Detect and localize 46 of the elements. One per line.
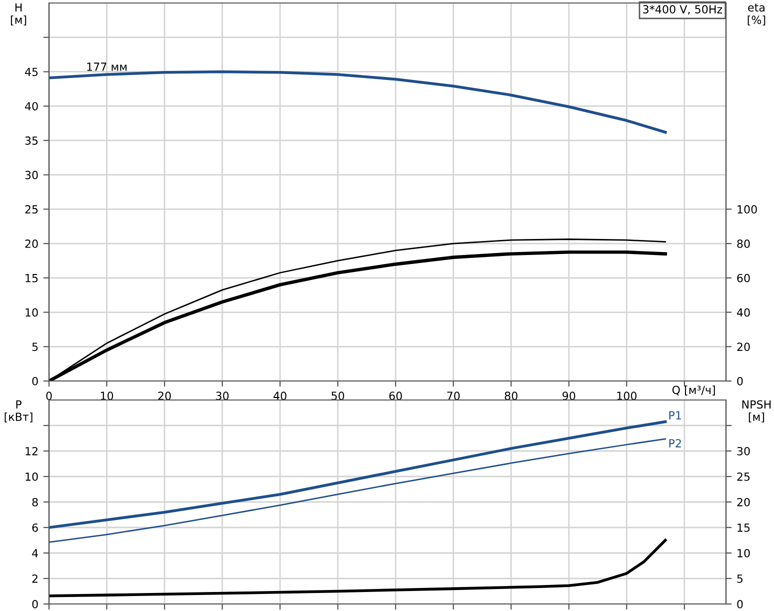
y-tick-label: 12 [26, 446, 38, 456]
y2-tick-label: 5 [737, 574, 743, 583]
y2-tick-label: 15 [738, 524, 750, 532]
y2-tick-label: 10 [738, 548, 750, 558]
y-tick-label: 0 [32, 600, 38, 608]
annotation: 3*400 V, 50Hz [643, 5, 722, 15]
x-tick-label: 40 [274, 392, 286, 400]
y-tick-label: 5 [32, 342, 38, 352]
y2-tick-label: 0 [737, 600, 743, 608]
x-axis-title: Q [м³/ч] [672, 386, 715, 396]
line-series [49, 70, 667, 134]
y-tick-label: 45 [24, 68, 38, 76]
y-tick-label: 10 [26, 308, 38, 317]
y-tick-label: 40 [24, 102, 38, 110]
y-tick-label: 2 [32, 574, 38, 583]
line-series [49, 420, 667, 529]
y-tick-label: 0 [32, 376, 38, 386]
line-series [49, 438, 666, 543]
y2-axis-title: NPSH [м] [742, 400, 771, 422]
y-tick-label: 4 [32, 549, 38, 558]
x-tick-label: 0 [46, 392, 52, 400]
y2-tick-label: 100 [738, 205, 757, 214]
y-tick-label: 15 [26, 274, 38, 282]
y-tick-label: 6 [32, 523, 38, 532]
y-tick-label: 10 [26, 472, 38, 481]
y2-tick-label: 20 [737, 342, 750, 352]
annotation: 177 мм [87, 62, 127, 71]
y-tick-label: 8 [32, 498, 38, 506]
series-label: P1 [669, 411, 681, 420]
series-label: P2 [669, 439, 681, 448]
y2-tick-label: 20 [737, 498, 750, 506]
y-axis-title: P [кВт] [4, 400, 32, 422]
line-series [49, 538, 667, 598]
y2-tick-label: 80 [737, 240, 750, 248]
y2-tick-label: 25 [737, 472, 750, 481]
y2-axis-title: eta [%] [748, 4, 766, 26]
y-axis-title: H [м] [10, 3, 26, 26]
x-tick-label: 70 [447, 392, 460, 400]
y-tick-label: 35 [25, 136, 38, 145]
y2-tick-label: 40 [736, 308, 750, 317]
y2-tick-label: 0 [737, 376, 743, 386]
y-tick-label: 20 [25, 240, 38, 248]
y2-tick-label: 60 [737, 274, 750, 282]
y-tick-label: 25 [25, 205, 38, 214]
y-tick-label: 30 [25, 170, 38, 180]
y2-tick-label: 30 [737, 446, 750, 456]
